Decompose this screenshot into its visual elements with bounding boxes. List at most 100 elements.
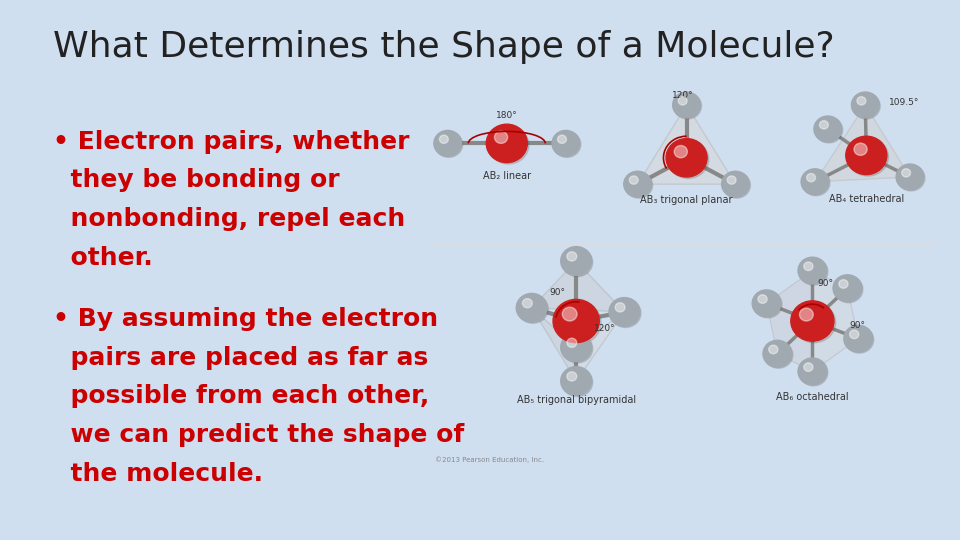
Circle shape [562, 368, 592, 396]
Text: 90°: 90° [850, 321, 865, 330]
Circle shape [857, 97, 866, 105]
Text: we can predict the shape of: we can predict the shape of [53, 423, 464, 447]
Text: the molecule.: the molecule. [53, 462, 263, 486]
Circle shape [723, 172, 751, 198]
Circle shape [848, 138, 889, 176]
Circle shape [516, 293, 547, 322]
Text: 120°: 120° [594, 323, 615, 333]
Circle shape [793, 302, 836, 343]
Circle shape [852, 93, 880, 119]
Circle shape [679, 97, 687, 105]
Text: nonbonding, repel each: nonbonding, repel each [53, 207, 405, 231]
Text: 120°: 120° [672, 91, 693, 100]
Circle shape [763, 340, 792, 367]
Circle shape [609, 298, 639, 326]
Circle shape [558, 135, 566, 144]
Text: What Determines the Shape of a Molecule?: What Determines the Shape of a Molecule? [53, 30, 834, 64]
Text: • Electron pairs, whether: • Electron pairs, whether [53, 130, 409, 153]
Circle shape [562, 334, 592, 363]
Circle shape [800, 308, 813, 321]
Circle shape [553, 299, 599, 342]
Circle shape [839, 280, 848, 288]
Polygon shape [637, 105, 735, 184]
Polygon shape [815, 105, 910, 182]
Circle shape [624, 171, 652, 197]
Circle shape [563, 307, 577, 321]
Text: 109.5°: 109.5° [889, 98, 920, 107]
Circle shape [764, 341, 793, 368]
Circle shape [804, 363, 813, 372]
Text: AB₆ octahedral: AB₆ octahedral [776, 392, 849, 402]
Circle shape [727, 176, 736, 184]
Polygon shape [532, 261, 624, 312]
Polygon shape [532, 308, 576, 381]
Circle shape [561, 333, 591, 362]
Circle shape [434, 131, 462, 157]
Circle shape [555, 301, 601, 345]
Circle shape [852, 92, 879, 118]
Text: AB₅ trigonal bipyramidal: AB₅ trigonal bipyramidal [516, 395, 636, 404]
Circle shape [844, 325, 873, 352]
Circle shape [833, 275, 862, 302]
Circle shape [806, 173, 816, 182]
Circle shape [494, 131, 508, 144]
Text: 90°: 90° [818, 279, 833, 288]
Circle shape [896, 164, 924, 190]
Circle shape [487, 124, 527, 163]
Circle shape [722, 171, 750, 197]
Circle shape [674, 93, 702, 119]
Text: possible from each other,: possible from each other, [53, 384, 429, 408]
Circle shape [815, 117, 843, 143]
Circle shape [674, 145, 687, 158]
Polygon shape [812, 271, 858, 372]
Circle shape [804, 262, 813, 271]
Circle shape [567, 252, 577, 261]
Circle shape [615, 303, 625, 312]
Circle shape [754, 291, 782, 318]
Circle shape [440, 135, 448, 144]
Text: 180°: 180° [496, 111, 517, 120]
Text: AB₃ trigonal planar: AB₃ trigonal planar [640, 195, 732, 205]
Circle shape [798, 257, 827, 284]
Circle shape [845, 326, 874, 353]
Text: ©2013 Pearson Education, Inc.: ©2013 Pearson Education, Inc. [435, 456, 544, 463]
Circle shape [673, 92, 701, 118]
Circle shape [798, 358, 827, 385]
Circle shape [625, 172, 653, 198]
Circle shape [850, 330, 859, 339]
Text: AB₂ linear: AB₂ linear [483, 171, 531, 181]
Circle shape [553, 131, 581, 157]
Circle shape [667, 140, 708, 179]
Circle shape [814, 116, 842, 142]
Circle shape [666, 139, 708, 177]
Circle shape [435, 131, 463, 157]
Text: they be bonding or: they be bonding or [53, 168, 340, 192]
Polygon shape [767, 271, 812, 372]
Circle shape [834, 276, 863, 303]
Circle shape [567, 338, 577, 347]
Circle shape [567, 372, 577, 381]
Circle shape [799, 258, 828, 285]
Circle shape [854, 143, 867, 156]
Circle shape [769, 345, 778, 354]
Circle shape [791, 301, 834, 341]
Text: other.: other. [53, 246, 153, 270]
Text: AB₄ tetrahedral: AB₄ tetrahedral [828, 194, 904, 205]
Circle shape [753, 290, 780, 317]
Circle shape [522, 299, 532, 308]
Text: 90°: 90° [550, 288, 565, 296]
Circle shape [561, 367, 591, 395]
Circle shape [562, 248, 592, 276]
Circle shape [552, 131, 580, 157]
Circle shape [801, 169, 828, 195]
Text: pairs are placed as far as: pairs are placed as far as [53, 346, 428, 369]
Circle shape [898, 165, 925, 191]
Circle shape [799, 359, 828, 386]
Circle shape [846, 136, 887, 174]
Circle shape [517, 294, 548, 323]
Circle shape [611, 299, 641, 328]
Polygon shape [576, 312, 624, 381]
Circle shape [561, 247, 591, 275]
Circle shape [758, 295, 767, 303]
Text: • By assuming the electron: • By assuming the electron [53, 307, 438, 330]
